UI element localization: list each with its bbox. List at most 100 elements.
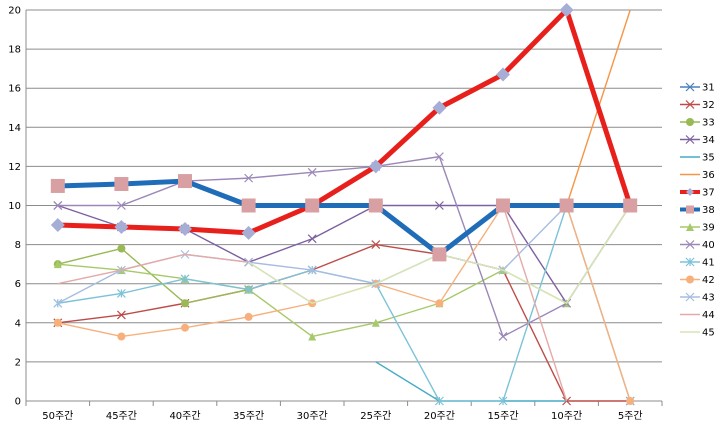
- legend-label: 37: [702, 188, 715, 199]
- data-point: [559, 198, 574, 213]
- data-point: [371, 240, 381, 250]
- legend-item: 34: [680, 135, 715, 146]
- data-point: [498, 396, 508, 406]
- x-tick-label: 5주간: [618, 410, 643, 422]
- legend-label: 36: [702, 170, 715, 181]
- marker-stroke: [498, 332, 508, 341]
- data-point: [180, 274, 190, 284]
- data-point: [114, 220, 129, 235]
- y-tick-label: 4: [15, 318, 21, 329]
- data-point: [116, 289, 126, 298]
- legend-item: 37: [680, 188, 715, 199]
- data-point: [307, 234, 317, 244]
- x-tick-label: 35주간: [233, 410, 264, 422]
- data-point: [117, 244, 126, 253]
- marker-stroke: [685, 100, 695, 109]
- data-point: [435, 299, 444, 308]
- data-point: [686, 205, 694, 214]
- marker-stroke: [244, 173, 254, 183]
- data-point: [116, 201, 126, 210]
- series-line: [57, 247, 249, 304]
- data-point: [307, 265, 317, 275]
- data-point: [181, 323, 189, 332]
- x-tick-label: 15주간: [487, 410, 518, 422]
- data-point: [685, 240, 695, 249]
- data-point: [368, 159, 383, 174]
- data-point: [53, 318, 62, 327]
- data-point: [50, 178, 65, 193]
- y-tick-label: 6: [15, 279, 21, 290]
- data-point: [432, 100, 447, 115]
- data-point: [432, 247, 447, 262]
- y-tick-label: 16: [8, 84, 21, 95]
- marker-stroke: [685, 240, 695, 249]
- data-point: [53, 260, 62, 269]
- legend-item: 40: [680, 240, 715, 251]
- marker-stroke: [307, 234, 317, 244]
- legend-label: 43: [702, 293, 715, 304]
- marker-stroke: [371, 240, 381, 250]
- data-point: [496, 67, 510, 82]
- legend-item: 38: [680, 205, 715, 216]
- data-point: [686, 188, 694, 196]
- data-point: [308, 332, 317, 341]
- data-point: [686, 275, 694, 284]
- marker-stroke: [307, 265, 317, 275]
- data-point: [685, 82, 695, 92]
- marker-stroke: [116, 201, 126, 210]
- data-point: [244, 312, 253, 321]
- legend-item: 32: [680, 100, 715, 111]
- legend-label: 44: [702, 310, 715, 321]
- data-point: [117, 332, 126, 341]
- data-point: [241, 225, 256, 240]
- series-line: [57, 155, 631, 338]
- data-point: [434, 396, 444, 406]
- marker-stroke: [307, 167, 317, 177]
- data-point: [244, 173, 254, 183]
- marker-stroke: [685, 82, 695, 92]
- marker-stroke: [116, 310, 126, 320]
- x-tick-label: 50주간: [42, 410, 73, 422]
- axes: 0 2 4 6 8 10 12 14 16 18 20 50주간 45주간 40주간 35주간 30주간 25주…: [8, 6, 663, 422]
- series-line: [502, 205, 568, 402]
- legend-item: 44: [680, 310, 715, 321]
- legend-item: 42: [680, 275, 715, 286]
- data-point: [559, 3, 574, 17]
- legend-label: 42: [702, 275, 715, 286]
- legend-label: 34: [702, 135, 715, 146]
- data-point: [686, 223, 694, 231]
- y-tick-label: 14: [8, 123, 21, 134]
- legend-label: 39: [702, 223, 715, 234]
- data-point: [434, 152, 444, 162]
- marker-stroke: [53, 298, 63, 308]
- data-point: [685, 292, 695, 302]
- data-point: [305, 198, 320, 213]
- legend-label: 41: [702, 258, 715, 269]
- series-line: [57, 7, 633, 236]
- x-tick-label: 10주간: [551, 410, 582, 422]
- data-point: [241, 198, 256, 213]
- legend-label: 33: [702, 118, 715, 129]
- legend-item: 36: [680, 170, 715, 181]
- marker-stroke: [685, 292, 695, 302]
- x-tick-label: 20주간: [424, 410, 455, 422]
- data-point: [685, 257, 695, 267]
- legend-item: 31: [680, 83, 715, 94]
- legend-item: 33: [680, 118, 715, 129]
- y-tick-label: 18: [8, 45, 21, 56]
- series-40: [53, 152, 635, 341]
- data-point: [307, 167, 317, 177]
- data-point: [368, 198, 383, 213]
- legend-label: 35: [702, 153, 715, 164]
- legend-label: 45: [702, 328, 715, 339]
- data-point: [50, 218, 65, 233]
- y-tick-label: 8: [15, 240, 21, 251]
- data-point: [53, 201, 63, 210]
- legend: 31 32 33 34 35 36 37 38 39 40 41 42 43 44 45: [680, 83, 715, 339]
- marker-stroke: [434, 201, 444, 210]
- data-point: [114, 176, 129, 191]
- legend-label: 40: [702, 240, 715, 251]
